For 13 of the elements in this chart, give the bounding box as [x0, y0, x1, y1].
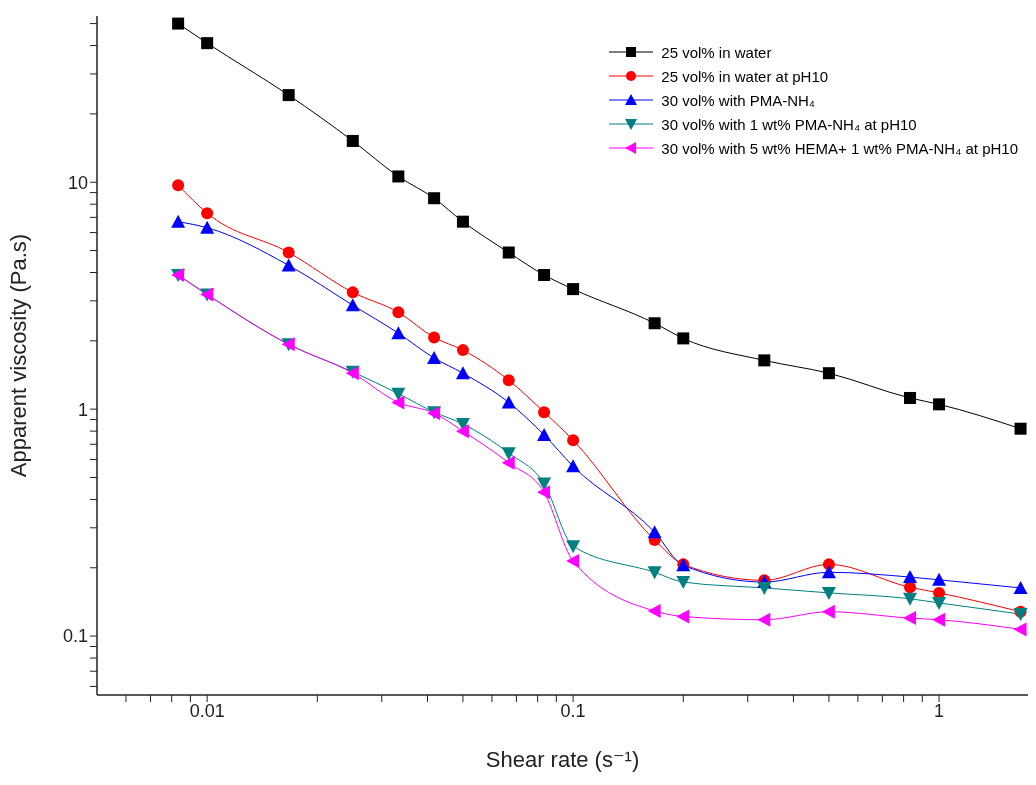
y-tick-label: 1: [77, 399, 88, 420]
y-tick-label: 10: [67, 172, 88, 193]
y-tick-label: 0.1: [62, 626, 88, 647]
legend-label: 25 vol% in water at pH10: [661, 67, 829, 85]
legend-label: 30 vol% with PMA-NH₄: [661, 91, 815, 109]
x-axis-title: Shear rate (s⁻¹): [485, 747, 640, 772]
legend-label: 30 vol% with 1 wt% PMA-NH₄ at pH10: [661, 115, 917, 133]
x-tick-label: 0.1: [560, 700, 586, 721]
legend-label: 30 vol% with 5 wt% HEMA+ 1 wt% PMA-NH₄ at pH10: [661, 139, 1018, 157]
x-tick-label: 1: [934, 700, 945, 721]
y-axis-title: Apparent viscosity (Pa.s): [5, 233, 31, 478]
x-tick-label: 0.01: [189, 700, 225, 721]
legend-label: 25 vol% in water: [661, 43, 772, 61]
